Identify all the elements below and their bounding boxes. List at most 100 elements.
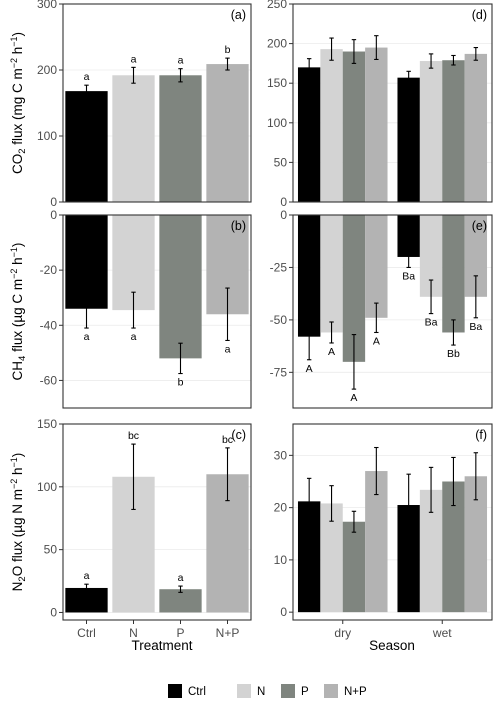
bar-5: [419, 61, 443, 202]
bar-2: [159, 589, 202, 613]
error-bar-2: [178, 68, 183, 83]
panel-e: A A A A Ba Ba Bb Ba 0 -25 -50 -75 (e): [270, 208, 493, 409]
error-bar-4: [406, 245, 411, 268]
error-bar-0: [84, 84, 89, 98]
panel-b: a a b a 0 -20 -40 -60 (b) CH4 flux (µg C m−2 h−1): [9, 208, 252, 409]
y-tick-label: 20: [274, 501, 288, 515]
panel-f: 0 10 20 30 dry wet (f): [274, 423, 493, 640]
bar-0: [65, 91, 108, 202]
error-bar-3: [225, 287, 230, 342]
significance-letter-2: A: [350, 392, 357, 404]
bar-1: [320, 49, 343, 203]
bar-3: [206, 64, 249, 202]
legend-label-np: N+P: [344, 686, 367, 698]
legend-label-p: P: [301, 686, 309, 698]
y-tick-label: 0: [280, 195, 287, 209]
x-tick-label: Ctrl: [77, 626, 96, 640]
panel-border: [292, 423, 493, 621]
bar-0: [297, 501, 321, 613]
significance-letter-2: b: [178, 377, 184, 389]
y-tick-label: -50: [270, 313, 288, 327]
error-bar-1: [131, 291, 136, 329]
bar-3: [365, 471, 388, 613]
y-tick-label: 0: [50, 605, 57, 619]
y-tick-label: 250: [267, 0, 287, 11]
x-axis-title-left: Treatment: [131, 638, 192, 653]
y-tick-label: 50: [274, 155, 288, 169]
bar-1: [112, 75, 155, 202]
significance-letter-0: A: [306, 363, 313, 375]
y-tick-label: 0: [280, 605, 287, 619]
error-bar-7: [473, 47, 479, 61]
x-tick-label: P: [176, 626, 184, 640]
panel-border: [62, 3, 252, 203]
significance-letter-6: Bb: [447, 348, 460, 360]
error-bar-6: [451, 54, 456, 66]
legend-swatch-np: [324, 684, 338, 698]
error-bar-0: [84, 288, 89, 329]
significance-letter-1: a: [131, 331, 137, 343]
error-bar-1: [329, 37, 334, 61]
significance-letter-7: Ba: [469, 321, 482, 333]
error-bar-5: [428, 279, 434, 315]
panel-tag: (d): [472, 8, 487, 22]
bar-4: [397, 215, 420, 257]
error-bar-0: [84, 583, 89, 593]
x-axis-title-right: Season: [369, 638, 415, 653]
y-tick-label: 0: [280, 208, 287, 222]
y-axis-title: CO2 flux (mg C m−2 h−1): [9, 32, 28, 174]
error-bar-5: [428, 466, 434, 513]
legend-swatch-ctrl: [168, 684, 182, 698]
y-tick-label: 0: [50, 195, 57, 209]
error-bar-3: [374, 302, 379, 334]
y-tick-label: 10: [274, 553, 288, 567]
bar-0: [297, 67, 321, 202]
error-bar-5: [428, 53, 434, 69]
panel-c: a bc a bc 0 50 100 150 Ctrl N P N+P (c) N2O flux (µg …: [9, 417, 252, 640]
x-axis-title-treatment: Treatment: [131, 638, 192, 653]
y-tick-label: 150: [267, 76, 287, 90]
bar-2: [159, 75, 202, 202]
y-tick-label: 30: [274, 448, 288, 462]
panel-border: [62, 214, 252, 409]
error-bar-3: [225, 57, 230, 71]
y-tick-label: 100: [267, 116, 287, 130]
y-tick-label: 100: [37, 480, 57, 494]
bar-2: [342, 51, 366, 202]
bar-2: [342, 215, 366, 362]
bar-4: [397, 505, 420, 613]
panel-border: [62, 423, 252, 621]
bar-1: [320, 215, 343, 333]
bar-3: [365, 215, 388, 318]
significance-letter-0: a: [84, 331, 90, 343]
panel-border: [292, 3, 493, 203]
error-bar-2: [351, 334, 357, 390]
panel-tag: (a): [231, 8, 246, 22]
error-bar-2: [178, 342, 183, 375]
x-tick-label: N: [129, 626, 138, 640]
error-bar-4: [406, 70, 411, 85]
bar-4: [397, 77, 420, 202]
significance-letter-3: bc: [222, 434, 233, 446]
legend-swatch-n: [237, 684, 251, 698]
error-bar-6: [451, 319, 456, 346]
x-tick-label: dry: [334, 626, 351, 640]
panel-d: 0 50 100 150 200 250 (d): [267, 0, 493, 209]
significance-letter-3: A: [373, 335, 380, 347]
bar-3: [365, 47, 388, 203]
error-bar-7: [473, 452, 479, 501]
x-axis-title-season: Season: [369, 638, 415, 653]
error-bar-1: [131, 443, 136, 510]
error-bar-2: [351, 510, 357, 533]
significance-letter-4: Ba: [402, 270, 415, 282]
y-tick-label: -60: [40, 373, 58, 387]
y-tick-label: 200: [37, 63, 57, 77]
bar-5: [419, 215, 443, 297]
significance-letter-0: a: [84, 570, 90, 582]
x-tick-label: wet: [432, 626, 452, 640]
legend: Ctrl N P N+P: [168, 684, 367, 698]
bar-5: [419, 489, 443, 613]
error-bar-3: [374, 35, 379, 60]
error-bar-1: [329, 321, 334, 344]
